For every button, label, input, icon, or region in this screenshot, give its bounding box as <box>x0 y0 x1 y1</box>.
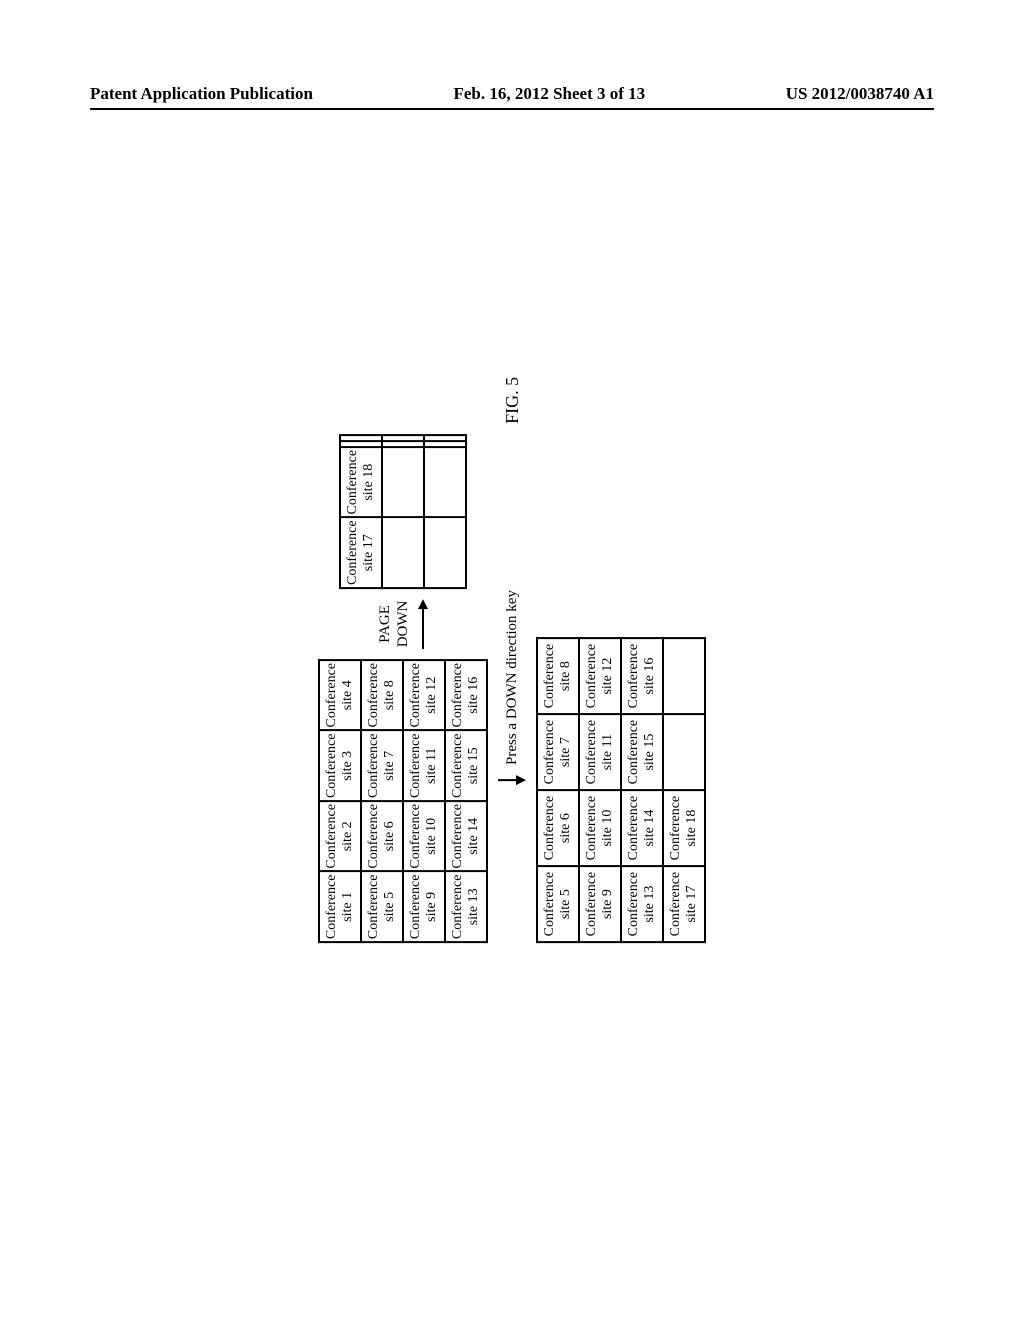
down-direction-label: Press a DOWN direction key <box>498 590 526 787</box>
figure-5: Conference site 1 Conference site 2 Conf… <box>318 377 706 943</box>
grid2-cell <box>424 435 466 441</box>
grid3-cell: Conference site 14 <box>621 790 663 866</box>
grid2-cell <box>424 447 466 518</box>
grid2-cell <box>382 517 424 588</box>
grid3-cell: Conference site 16 <box>621 638 663 714</box>
header-rule <box>90 108 934 110</box>
header-right: US 2012/0038740 A1 <box>786 84 934 104</box>
grid-2: Conference site 17 Conference site 18 <box>339 434 467 589</box>
grid1-cell: Conference site 2 <box>319 801 361 872</box>
grid1-cell: Conference site 1 <box>319 872 361 943</box>
grid1-cell: Conference site 5 <box>361 872 403 943</box>
grid3-cell: Conference site 13 <box>621 866 663 942</box>
grid2-cell <box>382 435 424 441</box>
grid2-cell <box>340 441 382 447</box>
grid-3: Conference site 5 Conference site 6 Conf… <box>536 637 706 943</box>
grid3-cell: Conference site 17 <box>663 866 705 942</box>
grid3-cell: Conference site 5 <box>537 866 579 942</box>
grid1-cell: Conference site 14 <box>445 801 487 872</box>
down-caption: Press a DOWN direction key <box>504 590 521 765</box>
grid3-cell: Conference site 8 <box>537 638 579 714</box>
grid3-cell: Conference site 9 <box>579 866 621 942</box>
grid1-cell: Conference site 6 <box>361 801 403 872</box>
grid2-cell <box>340 435 382 441</box>
grid3-cell <box>663 638 705 714</box>
page-root: Patent Application Publication Feb. 16, … <box>0 0 1024 1320</box>
grid1-cell: Conference site 10 <box>403 801 445 872</box>
grid2-cell: Conference site 17 <box>340 517 382 588</box>
grid3-cell: Conference site 11 <box>579 714 621 790</box>
top-row: Conference site 1 Conference site 2 Conf… <box>318 434 488 943</box>
arrow-down-icon <box>498 773 526 787</box>
grid3-cell: Conference site 6 <box>537 790 579 866</box>
arrow-right-icon <box>416 599 430 649</box>
grid1-cell: Conference site 13 <box>445 872 487 943</box>
grid1-cell: Conference site 7 <box>361 731 403 802</box>
grid3-cell: Conference site 12 <box>579 638 621 714</box>
grid2-cell: Conference site 18 <box>340 447 382 518</box>
grid1-cell: Conference site 3 <box>319 731 361 802</box>
grid3-cell: Conference site 10 <box>579 790 621 866</box>
grid2-cell <box>424 441 466 447</box>
grid2-cell <box>424 517 466 588</box>
grid3-cell: Conference site 7 <box>537 714 579 790</box>
grid3-cell: Conference site 15 <box>621 714 663 790</box>
page-down-label: PAGE DOWN <box>376 589 430 659</box>
figure-label: FIG. 5 <box>502 377 523 424</box>
grid1-cell: Conference site 11 <box>403 731 445 802</box>
header-center: Feb. 16, 2012 Sheet 3 of 13 <box>453 84 645 104</box>
grid-1: Conference site 1 Conference site 2 Conf… <box>318 659 488 943</box>
grid1-cell: Conference site 16 <box>445 660 487 731</box>
header-left: Patent Application Publication <box>90 84 313 104</box>
grid2-cell <box>382 447 424 518</box>
grid1-cell: Conference site 8 <box>361 660 403 731</box>
grid1-cell: Conference site 15 <box>445 731 487 802</box>
pagedown-line1: PAGE <box>376 605 394 643</box>
grid3-cell: Conference site 18 <box>663 790 705 866</box>
page-header: Patent Application Publication Feb. 16, … <box>90 84 934 104</box>
grid2-cell <box>382 441 424 447</box>
grid1-cell: Conference site 12 <box>403 660 445 731</box>
grid1-cell: Conference site 9 <box>403 872 445 943</box>
grid3-cell <box>663 714 705 790</box>
pagedown-line2: DOWN <box>394 601 412 648</box>
grid1-cell: Conference site 4 <box>319 660 361 731</box>
